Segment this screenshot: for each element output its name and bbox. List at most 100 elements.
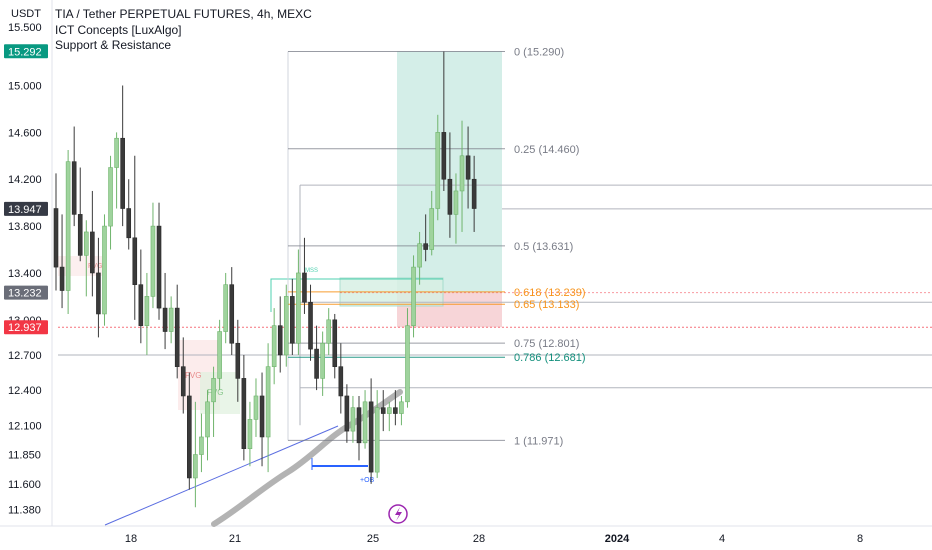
candle-body <box>453 190 459 215</box>
candle-body <box>441 132 447 180</box>
candle <box>223 272 228 344</box>
x-tick-label: 21 <box>229 533 241 545</box>
candle <box>205 390 210 461</box>
fib-label-0.25: 0.25 (14.460) <box>514 144 579 156</box>
candle <box>441 51 447 191</box>
price-tag-green <box>4 44 48 59</box>
candle-body <box>344 395 350 432</box>
candle <box>344 384 350 443</box>
candle <box>447 132 453 238</box>
candle-body <box>368 401 374 473</box>
candle-body <box>411 266 416 326</box>
indicator-ict-concepts[interactable]: ICT Concepts [LuxAlgo] <box>55 23 182 37</box>
candle <box>253 378 259 437</box>
candle-body <box>211 378 216 403</box>
candle-body <box>126 208 132 239</box>
fibonacci-retracement[interactable]: 0 (15.290) 0.25 (14.460) 0.5 (13.631) 0.618… <box>287 47 586 448</box>
candle <box>332 313 338 379</box>
price-tag-red <box>4 320 48 335</box>
candle-body <box>302 272 307 303</box>
time-axis[interactable]: 18 21 25 28 2024 4 8 <box>125 533 863 545</box>
candle <box>156 202 162 320</box>
price-tags: 15.292 13.947 13.232 12.937 <box>4 44 48 335</box>
candle-body <box>465 155 471 180</box>
candle-body <box>162 307 168 332</box>
candle-body <box>138 284 144 326</box>
candle <box>229 267 235 355</box>
candle <box>405 308 410 408</box>
candle <box>132 155 138 320</box>
candle-body <box>290 296 295 344</box>
candle-body <box>356 407 362 444</box>
candle <box>380 390 386 432</box>
mss-line <box>270 278 443 312</box>
candle-body <box>405 325 410 403</box>
order-block-label: +OB <box>360 477 375 484</box>
candle-body <box>265 366 271 438</box>
candle <box>126 179 132 250</box>
candle-body <box>235 342 241 379</box>
candle <box>465 126 471 209</box>
y-tick-label: 15.000 <box>8 81 42 93</box>
candle <box>429 190 435 256</box>
candle-body <box>417 243 422 268</box>
candle-body <box>53 208 59 268</box>
candle <box>453 173 459 244</box>
x-tick-label: 8 <box>857 533 863 545</box>
candle-body <box>399 401 404 414</box>
candle-body <box>241 378 247 449</box>
candle <box>84 220 89 297</box>
candle <box>435 114 441 221</box>
candle-body <box>386 407 392 414</box>
candle-body <box>447 178 453 215</box>
candle-body <box>326 319 332 344</box>
candle-body <box>471 178 477 209</box>
candle <box>471 155 477 232</box>
candlestick-series <box>53 51 477 508</box>
candle <box>320 331 325 396</box>
candle <box>459 120 465 232</box>
y-tick-label: 13.400 <box>8 268 42 280</box>
y-tick-label: 14.200 <box>8 174 42 186</box>
candle-body <box>102 225 107 315</box>
candle-body <box>150 225 156 297</box>
candle <box>71 126 77 227</box>
candle-body <box>283 296 289 356</box>
candle <box>247 401 253 467</box>
candle-body <box>120 137 125 209</box>
candle <box>77 167 83 262</box>
candle-body <box>253 395 259 420</box>
candle-body <box>96 272 101 315</box>
price-tag-gray <box>4 285 48 300</box>
ascending-support-line <box>104 425 339 526</box>
candle-body <box>90 231 95 274</box>
candle <box>362 390 368 449</box>
candle <box>302 237 307 314</box>
candle-body <box>187 395 192 479</box>
x-tick-label: 28 <box>473 533 485 545</box>
candle <box>114 132 119 209</box>
x-tick-label: 2024 <box>605 533 630 545</box>
fib-label-0.75: 0.75 (12.801) <box>514 338 579 350</box>
price-tag-text: 12.937 <box>8 322 42 334</box>
mss-label: MSS <box>305 268 318 274</box>
price-axis[interactable]: 15.50015.00014.60014.20013.80013.40013.0… <box>8 22 42 517</box>
candle <box>393 390 398 426</box>
indicator-support-resistance[interactable]: Support & Resistance <box>55 38 172 52</box>
candle <box>108 155 113 250</box>
candle <box>144 272 150 355</box>
candle-body <box>71 161 77 215</box>
candle-body <box>380 407 386 414</box>
candle-body <box>193 454 198 479</box>
candle <box>199 413 204 473</box>
candle-body <box>362 401 368 444</box>
candle-body <box>429 208 435 250</box>
price-tag-text: 13.947 <box>8 204 42 216</box>
fvg-label-2: FVG <box>185 371 201 380</box>
price-tag-dark <box>4 201 48 216</box>
candle-body <box>168 307 174 332</box>
lightning-icon[interactable] <box>388 504 408 524</box>
candle <box>53 173 59 291</box>
candle <box>150 202 156 309</box>
